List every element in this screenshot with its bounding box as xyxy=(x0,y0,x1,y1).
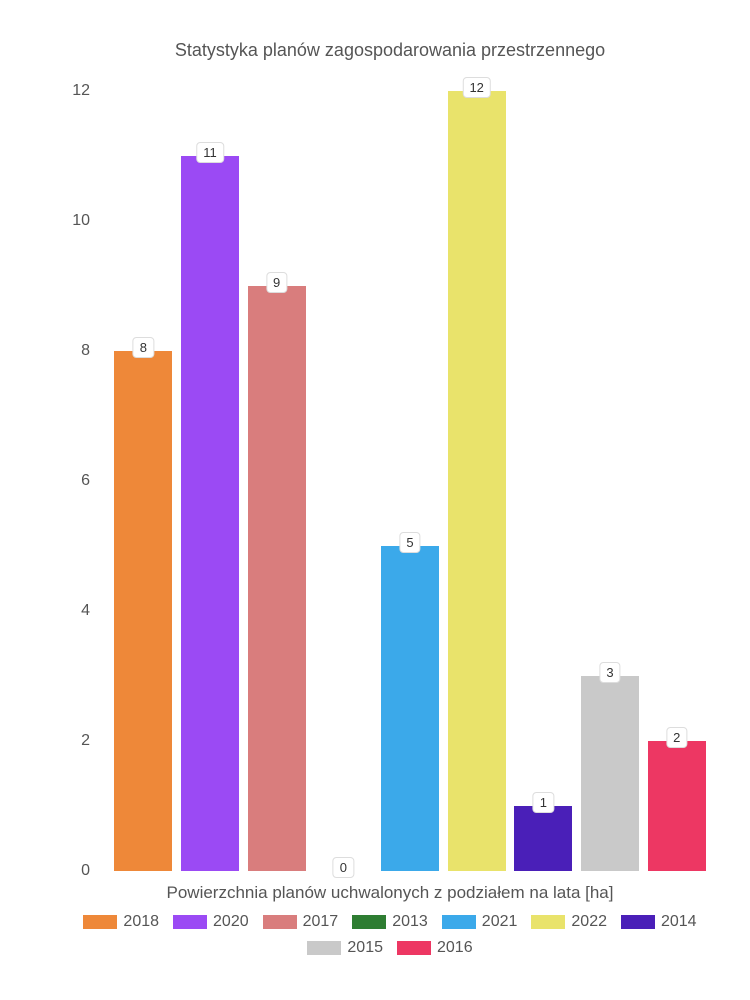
bar-2021: 5 xyxy=(381,546,439,871)
bar-2015: 3 xyxy=(581,676,639,871)
y-tick: 0 xyxy=(81,862,90,880)
y-tick: 6 xyxy=(81,472,90,490)
legend-swatch xyxy=(83,915,117,929)
y-axis: 024681012 xyxy=(60,91,100,871)
legend-swatch xyxy=(531,915,565,929)
bar-value-label: 9 xyxy=(266,272,287,293)
legend-label: 2021 xyxy=(482,913,518,931)
legend-swatch xyxy=(442,915,476,929)
bar-2016: 2 xyxy=(648,741,706,871)
legend-item-2015: 2015 xyxy=(307,939,383,957)
bar-wrap: 0 xyxy=(313,91,374,871)
plot-area: 024681012 81190512132 xyxy=(60,91,720,871)
bar-2020: 11 xyxy=(181,156,239,871)
bar-2018: 8 xyxy=(114,351,172,871)
bar-value-label: 2 xyxy=(666,727,687,748)
x-axis-label: Powierzchnia planów uchwalonych z podzia… xyxy=(60,883,720,903)
bar-wrap: 3 xyxy=(580,91,641,871)
bar-2017: 9 xyxy=(248,286,306,871)
legend: 2018 2020 2017 2013 2021 2022 2014 2015 2016 xyxy=(60,913,720,957)
y-tick: 4 xyxy=(81,602,90,620)
legend-swatch xyxy=(352,915,386,929)
y-tick: 8 xyxy=(81,342,90,360)
bar-wrap: 12 xyxy=(446,91,507,871)
legend-swatch xyxy=(397,941,431,955)
bar-value-label: 12 xyxy=(462,77,490,98)
legend-label: 2017 xyxy=(303,913,339,931)
bar-value-label: 1 xyxy=(533,792,554,813)
legend-label: 2014 xyxy=(661,913,697,931)
legend-label: 2013 xyxy=(392,913,428,931)
bar-value-label: 0 xyxy=(333,857,354,878)
legend-item-2022: 2022 xyxy=(531,913,607,931)
bar-wrap: 1 xyxy=(513,91,574,871)
legend-label: 2016 xyxy=(437,939,473,957)
y-tick: 2 xyxy=(81,732,90,750)
legend-item-2014: 2014 xyxy=(621,913,697,931)
legend-label: 2018 xyxy=(123,913,159,931)
y-tick: 10 xyxy=(72,212,90,230)
bar-value-label: 5 xyxy=(399,532,420,553)
legend-item-2017: 2017 xyxy=(263,913,339,931)
bar-wrap: 2 xyxy=(646,91,707,871)
bars-area: 81190512132 xyxy=(100,91,720,871)
legend-swatch xyxy=(173,915,207,929)
bar-2022: 12 xyxy=(448,91,506,871)
legend-label: 2022 xyxy=(571,913,607,931)
chart-container: Statystyka planów zagospodarowania przes… xyxy=(0,0,750,1000)
legend-item-2013: 2013 xyxy=(352,913,428,931)
legend-item-2020: 2020 xyxy=(173,913,249,931)
bar-wrap: 8 xyxy=(113,91,174,871)
legend-item-2018: 2018 xyxy=(83,913,159,931)
bar-wrap: 5 xyxy=(380,91,441,871)
legend-swatch xyxy=(621,915,655,929)
bar-value-label: 3 xyxy=(599,662,620,683)
bar-wrap: 9 xyxy=(246,91,307,871)
legend-swatch xyxy=(263,915,297,929)
legend-label: 2015 xyxy=(347,939,383,957)
chart-title: Statystyka planów zagospodarowania przes… xyxy=(60,40,720,61)
bar-2014: 1 xyxy=(514,806,572,871)
bar-wrap: 11 xyxy=(180,91,241,871)
legend-item-2016: 2016 xyxy=(397,939,473,957)
legend-swatch xyxy=(307,941,341,955)
bar-value-label: 8 xyxy=(133,337,154,358)
y-tick: 12 xyxy=(72,82,90,100)
legend-label: 2020 xyxy=(213,913,249,931)
bar-value-label: 11 xyxy=(196,142,224,163)
legend-item-2021: 2021 xyxy=(442,913,518,931)
